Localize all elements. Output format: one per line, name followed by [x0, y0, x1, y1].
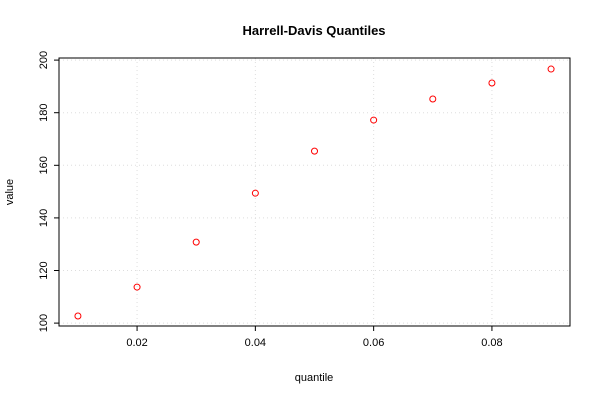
x-tick-label: 0.08	[481, 337, 502, 349]
point	[370, 116, 378, 124]
point	[488, 79, 496, 87]
x-tick-label: 0.06	[363, 337, 384, 349]
point	[133, 283, 141, 291]
y-tick-label: 100	[38, 314, 50, 332]
y-tick-label: 200	[38, 51, 50, 69]
point	[429, 95, 437, 103]
point	[251, 189, 259, 197]
chart-title: Harrell-Davis Quantiles	[242, 23, 385, 38]
x-tick-label: 0.04	[245, 337, 266, 349]
y-tick-label: 180	[38, 104, 50, 122]
y-axis-label: value	[4, 179, 16, 205]
y-tick-label: 140	[38, 209, 50, 227]
y-tick-label: 160	[38, 156, 50, 174]
y-tick-label: 120	[38, 261, 50, 279]
plot-frame	[58, 57, 571, 327]
point	[74, 312, 82, 320]
point	[547, 65, 555, 73]
point	[311, 147, 318, 155]
x-tick-label: 0.02	[126, 337, 147, 349]
x-axis-label: quantile	[295, 372, 334, 384]
point	[192, 238, 200, 246]
